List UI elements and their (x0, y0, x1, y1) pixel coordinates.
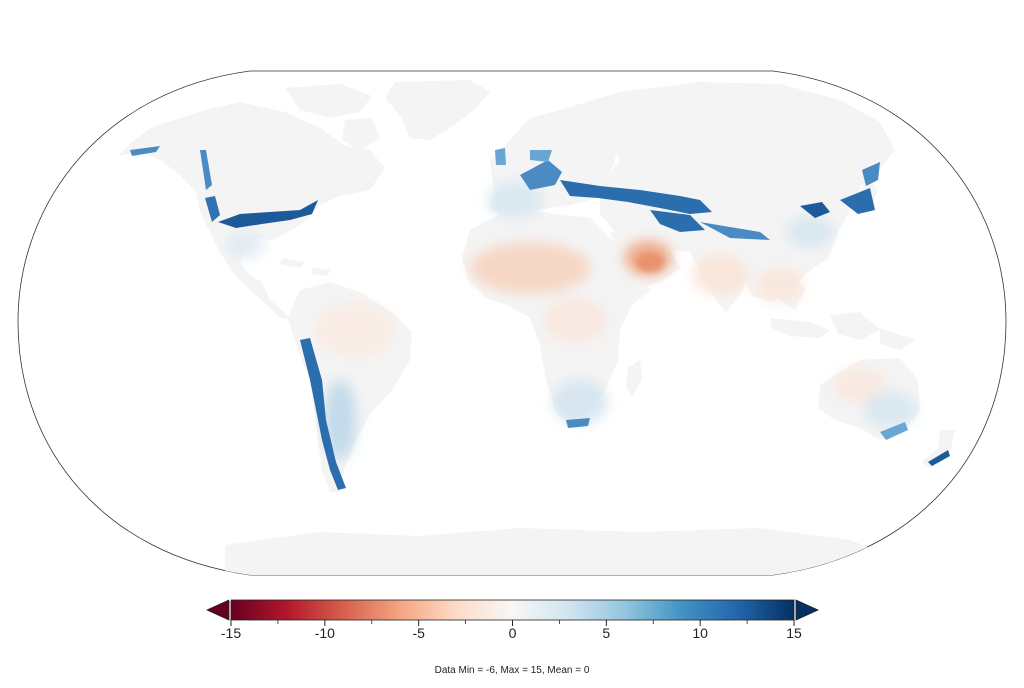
caribbean (280, 258, 330, 276)
arctic-islands (285, 84, 380, 150)
colorbar-tick-label: 10 (692, 625, 708, 641)
colorbar-tick-label: 0 (509, 625, 517, 641)
north-america (118, 102, 385, 320)
colorbar-max-arrow (795, 599, 819, 621)
colorbar-tick-label: 15 (786, 625, 802, 641)
antarctica (225, 528, 900, 575)
colorbar-ticks: -15 -10 -5 0 5 10 15 (221, 620, 802, 641)
stats-text: Data Min = -6, Max = 15, Mean = 0 (434, 665, 590, 676)
colorbar: -15 -10 -5 0 5 10 15 (206, 599, 819, 641)
colorbar-tick-label: -15 (221, 625, 241, 641)
colorbar-tick-label: -5 (412, 625, 425, 641)
positive-anomalies-diffuse (324, 182, 916, 460)
negative-core (636, 252, 664, 272)
colorbar-tick-label: 5 (602, 625, 610, 641)
greenland (385, 80, 490, 140)
colorbar-tick-label: -10 (315, 625, 335, 641)
land-layer (118, 80, 955, 575)
positive-anomalies-strong (130, 146, 950, 490)
madagascar (626, 360, 642, 396)
colorbar-gradient (230, 599, 795, 621)
colorbar-min-arrow (206, 599, 230, 621)
world-map (17, 70, 1007, 576)
new-zealand (922, 430, 955, 468)
